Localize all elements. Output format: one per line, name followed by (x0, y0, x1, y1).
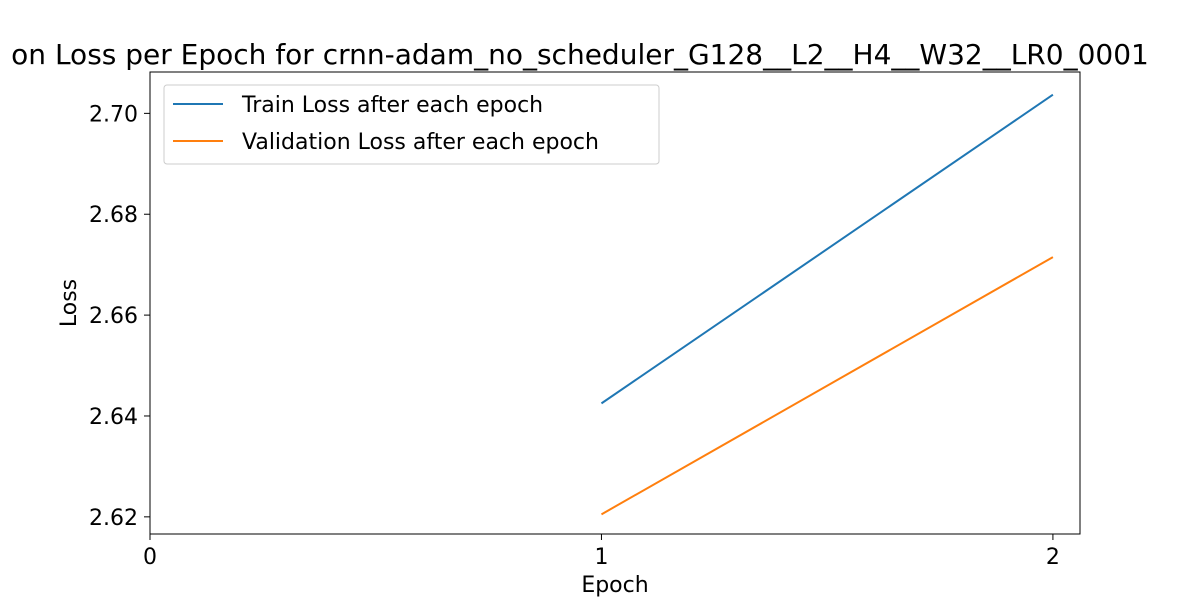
y-tick-label: 2.64 (89, 405, 138, 430)
series-line-1 (600, 256, 1054, 516)
x-tick-label: 2 (1046, 545, 1060, 570)
x-tick-label: 1 (594, 545, 608, 570)
x-axis: 0 1 2 (143, 534, 1060, 570)
series-layer (600, 93, 1054, 516)
legend-label-0: Train Loss after each epoch (241, 93, 543, 118)
series-line-0 (600, 93, 1054, 405)
legend-label-1: Validation Loss after each epoch (242, 130, 599, 155)
x-axis-label: Epoch (581, 573, 648, 598)
y-axis-label: Loss (57, 279, 82, 327)
plot-frame (149, 71, 1081, 535)
x-tick-label: 0 (143, 545, 157, 570)
legend: Train Loss after each epoch Validation Lo… (163, 84, 660, 165)
chart-title: on Loss per Epoch for crnn-adam_no_sched… (11, 38, 1149, 71)
legend-box (163, 84, 660, 165)
y-tick-label: 2.66 (89, 304, 138, 329)
y-axis: 2.62 2.64 2.66 2.68 2.70 (89, 102, 150, 531)
y-tick-label: 2.68 (89, 203, 138, 228)
y-tick-label: 2.70 (89, 102, 138, 127)
y-tick-label: 2.62 (89, 506, 138, 531)
